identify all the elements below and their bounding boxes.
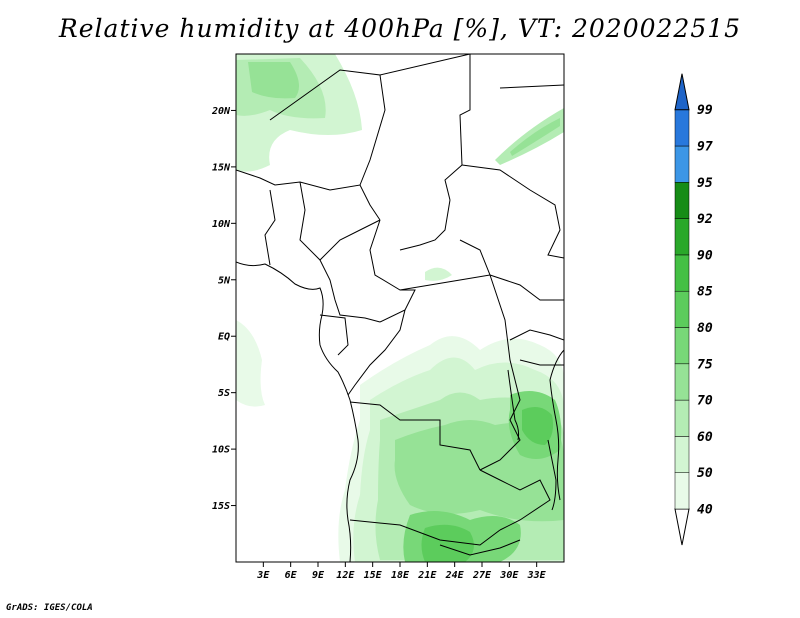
border-nigeria [264,181,381,266]
east-coastline [549,349,564,501]
colorbar-label: 95 [697,176,713,191]
lon-tick-group: 3E 6E 9E 12E 15E 18E 21E 24E 27E 30E 33E [256,562,547,581]
humidity-patch-south-deepest [522,406,554,445]
border-sahara-2 [379,54,471,76]
lon-tick-label: 9E [312,570,325,581]
colorbar-box [674,109,690,147]
humidity-streak-north-east-core [510,118,560,156]
lat-tick-label: 15S [212,501,230,512]
border-cameroon [319,259,381,323]
humidity-patch-south-bottom-core [421,524,474,562]
border-sudan-ethiopia [461,164,564,259]
border-zambia [479,469,551,531]
colorbar-label: 80 [697,321,713,336]
border-libya-egypt [444,54,471,201]
colorbar-box [674,363,690,401]
africa-coastline [236,261,359,562]
lon-tick-label: 12E [336,570,355,581]
border-chad-sudan [399,199,451,251]
lat-tick-label: EQ [218,332,230,343]
lon-tick-label: 6E [285,570,298,581]
colorbar-box [674,182,690,219]
grads-credit: GrADS: IGES/COLA [6,603,93,613]
lat-tick-label: 20N [211,106,231,117]
colorbar-label: 70 [697,394,713,409]
colorbar-above-triangle [674,73,690,111]
lat-tick-label: 10S [212,445,230,456]
border-congo [347,289,416,396]
lake-malawi [547,439,557,511]
colorbar: 40 50 60 70 75 80 85 90 92 95 97 99 [674,73,713,546]
map-title: Relative humidity at 400hPa [%], VT: 202… [58,14,742,43]
lon-tick-label: 18E [391,570,410,581]
colorbar-label: 99 [697,103,713,118]
border-south-sudan [489,274,564,301]
lat-tick-label: 5S [218,388,230,399]
border-uganda [509,329,564,366]
lon-tick-label: 30E [499,570,519,581]
border-angola-south [349,519,501,546]
border-zimbabwe [439,539,521,556]
colorbar-box [674,290,690,328]
boundaries [236,54,564,562]
colorbar-label: 90 [697,248,713,263]
lat-tick-label: 5N [218,275,231,286]
lat-tick-label: 10N [212,219,231,230]
colorbar-label: 97 [697,140,713,155]
lon-tick-label: 33E [527,570,547,581]
colorbar-box [674,218,690,256]
colorbar-below-triangle [674,508,690,546]
colorbar-box [674,399,690,437]
humidity-field [236,54,564,562]
humidity-patch-west-coast [236,320,265,407]
lon-tick-label: 21E [417,570,437,581]
colorbar-label: 60 [697,430,713,445]
border-car [369,219,491,291]
lat-tick-label: 15N [212,162,231,173]
border-gabon [319,314,349,356]
colorbar-box [674,472,690,510]
colorbar-box [674,436,690,473]
lake-tanganyika [507,369,520,441]
colorbar-box [674,145,690,183]
colorbar-label: 85 [697,285,713,300]
colorbar-label: 92 [697,212,713,227]
border-drc-east [479,274,521,471]
humidity-patch-north-west-inner [248,62,299,99]
lat-tick-group: 20N 15N 10N 5N EQ 5S 10S 15S [211,106,236,512]
colorbar-label: 40 [697,503,713,518]
border-sahara-1 [269,69,386,186]
colorbar-box [674,254,690,292]
border-niger-chad [236,169,381,221]
humidity-patch-central-north [425,267,452,281]
colorbar-label: 75 [697,357,713,372]
border-drc-angola [349,401,481,471]
lon-tick-label: 27E [472,570,492,581]
colorbar-box [674,327,690,365]
lon-tick-label: 24E [445,570,465,581]
lon-tick-label: 15E [364,570,383,581]
lon-tick-label: 3E [256,570,270,581]
colorbar-label: 50 [697,466,713,481]
border-egypt-sudan [499,84,564,89]
